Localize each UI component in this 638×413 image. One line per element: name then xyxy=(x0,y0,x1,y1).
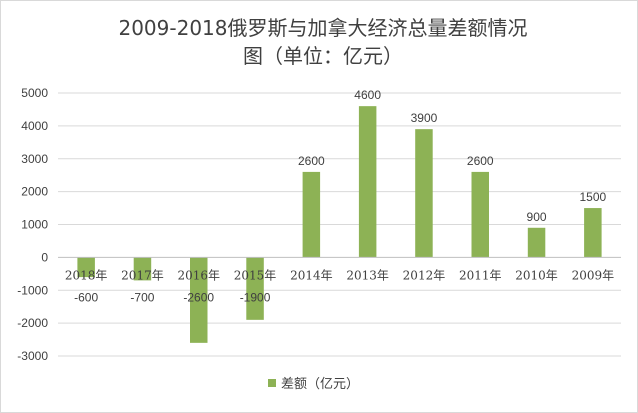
legend-label: 差额（亿元） xyxy=(281,377,359,392)
category-label-0: 2018年 xyxy=(65,268,108,282)
y-tick-label-0: -3000 xyxy=(17,349,48,363)
y-tick-label-5: 2000 xyxy=(21,185,48,199)
y-tick-label-4: 1000 xyxy=(21,218,48,232)
bar-5 xyxy=(358,106,377,258)
category-label-8: 2010年 xyxy=(515,268,558,282)
chart-title-line-2: 图（单位：亿元） xyxy=(243,44,403,68)
data-label-3: -1900 xyxy=(240,290,271,304)
bars xyxy=(77,106,602,343)
bar-6 xyxy=(415,129,433,258)
category-label-1: 2017年 xyxy=(121,268,164,282)
data-label-4: 2600 xyxy=(298,154,325,168)
bar-8 xyxy=(527,227,546,258)
category-label-2: 2016年 xyxy=(177,268,220,282)
y-axis-ticks: -3000 -2000 -1000 0 1000 2000 3000 4000 5000 xyxy=(17,86,48,363)
data-label-5: 4600 xyxy=(354,88,381,102)
gridlines xyxy=(58,92,621,357)
y-tick-label-8: 5000 xyxy=(21,86,48,100)
legend[interactable]: 差额（亿元） xyxy=(268,377,359,392)
y-tick-label-2: -1000 xyxy=(17,283,48,297)
category-label-6: 2012年 xyxy=(403,268,446,282)
data-label-1: -700 xyxy=(130,290,154,304)
data-label-7: 2600 xyxy=(467,154,494,168)
bar-1 xyxy=(133,257,152,281)
category-label-3: 2015年 xyxy=(234,268,277,282)
category-label-4: 2014年 xyxy=(290,268,333,282)
y-tick-label-1: -2000 xyxy=(17,316,48,330)
chart-title-line-1: 2009-2018俄罗斯与加拿大经济总量差额情况 xyxy=(118,16,527,40)
bar-9 xyxy=(584,208,602,258)
data-label-6: 3900 xyxy=(411,111,438,125)
data-label-0: -600 xyxy=(74,290,98,304)
bar-2 xyxy=(190,257,208,343)
x-axis-categories: 2018年 2017年 2016年 2015年 2014年 2013年 2012年 2011年… xyxy=(65,268,614,282)
data-label-2: -2600 xyxy=(183,290,214,304)
category-label-5: 2013年 xyxy=(346,268,389,282)
y-tick-label-3: 0 xyxy=(41,250,48,264)
y-tick-label-7: 4000 xyxy=(21,119,48,133)
bar-0 xyxy=(77,257,95,278)
data-label-9: 1500 xyxy=(579,190,606,204)
data-label-8: 900 xyxy=(527,210,547,224)
legend-swatch xyxy=(268,379,276,387)
bar-4 xyxy=(302,171,321,258)
y-tick-label-6: 3000 xyxy=(21,152,48,166)
category-label-9: 2009年 xyxy=(572,268,615,282)
bar-3 xyxy=(246,257,264,320)
data-labels: -600 -700 -2600 -1900 2600 4600 3900 2600 900 150… xyxy=(74,88,606,304)
category-label-7: 2011年 xyxy=(459,268,502,282)
bar-7 xyxy=(471,171,489,258)
